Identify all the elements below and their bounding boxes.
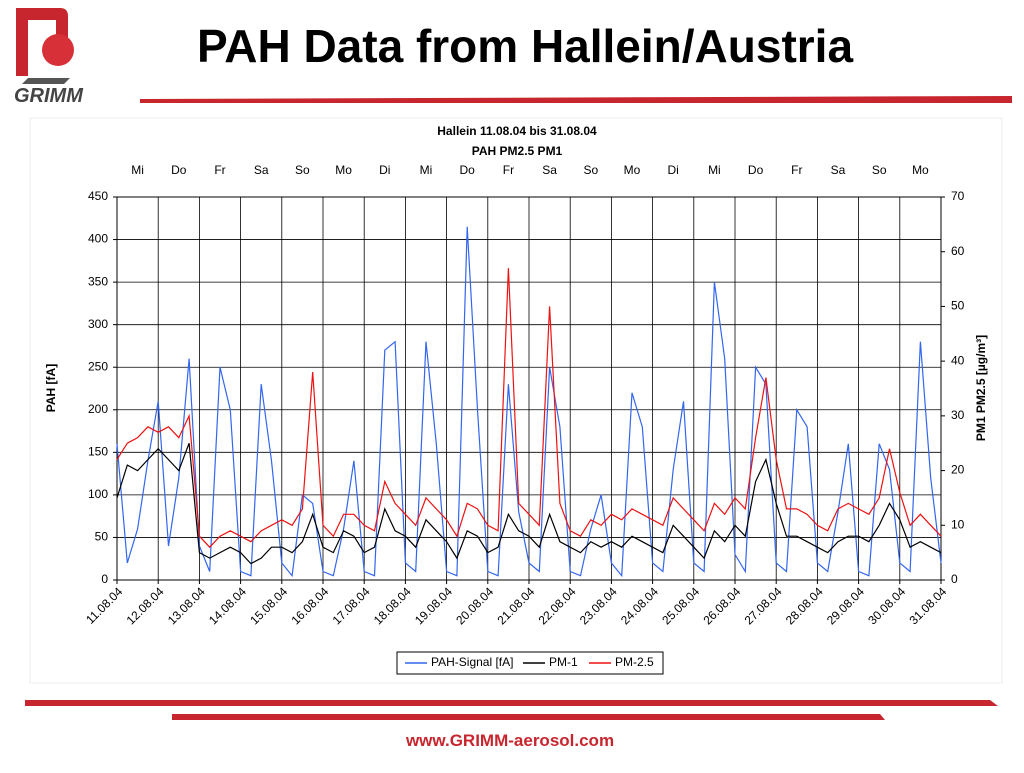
footer-rule — [25, 700, 998, 706]
weekday-label: Mi — [131, 163, 144, 177]
y2-tick-label: 10 — [951, 517, 965, 531]
weekday-label: Di — [379, 163, 390, 177]
y-tick-label: 300 — [88, 317, 108, 331]
footer-url: www.GRIMM-aerosol.com — [405, 731, 614, 750]
legend-label: PAH-Signal [fA] — [431, 655, 513, 669]
weekday-label: Di — [668, 163, 679, 177]
weekday-label: Mi — [708, 163, 721, 177]
y-tick-label: 350 — [88, 274, 108, 288]
y-tick-label: 100 — [88, 487, 108, 501]
series-line — [116, 442, 942, 565]
logo-text: GRIMM — [14, 85, 84, 107]
series-line — [116, 226, 942, 578]
weekday-label: Fr — [503, 163, 514, 177]
y2-tick-label: 60 — [951, 244, 965, 258]
weekday-label: Fr — [791, 163, 802, 177]
title-rule — [140, 96, 1012, 103]
weekday-label: So — [583, 163, 598, 177]
weekday-label: Mi — [420, 163, 433, 177]
y-tick-label: 200 — [88, 402, 108, 416]
y-tick-label: 400 — [88, 232, 108, 246]
weekday-label: Mo — [912, 163, 929, 177]
chart-title: Hallein 11.08.04 bis 31.08.04 — [437, 124, 597, 138]
weekday-label: So — [295, 163, 310, 177]
weekday-label: Sa — [254, 163, 269, 177]
y-tick-label: 150 — [88, 445, 108, 459]
y2-axis-label: PM1 PM2.5 [µg/m³] — [974, 335, 988, 441]
slide-title: PAH Data from Hallein/Austria — [197, 20, 853, 72]
y-tick-label: 0 — [101, 572, 108, 586]
logo-base — [22, 78, 70, 84]
weekday-label: Mo — [624, 163, 641, 177]
weekday-label: Do — [748, 163, 764, 177]
weekday-label: So — [872, 163, 887, 177]
y2-tick-label: 70 — [951, 189, 965, 203]
weekday-label: Sa — [831, 163, 846, 177]
weekday-label: Mo — [335, 163, 352, 177]
weekday-label: Do — [460, 163, 476, 177]
logo-ball — [42, 34, 74, 66]
y-tick-label: 450 — [88, 189, 108, 203]
y-axis-label: PAH [fA] — [44, 364, 58, 412]
y2-tick-label: 20 — [951, 463, 965, 477]
y-tick-label: 250 — [88, 359, 108, 373]
weekday-label: Do — [171, 163, 187, 177]
legend-label: PM-2.5 — [615, 655, 654, 669]
legend-label: PM-1 — [549, 655, 578, 669]
weekday-label: Sa — [542, 163, 557, 177]
series-line — [116, 268, 942, 549]
y2-tick-label: 50 — [951, 299, 965, 313]
logo: GRIMM — [14, 8, 84, 107]
y2-tick-label: 30 — [951, 408, 965, 422]
y-tick-label: 50 — [95, 530, 109, 544]
footer-rule — [172, 714, 885, 720]
y2-tick-label: 40 — [951, 353, 965, 367]
chart-subtitle: PAH PM2.5 PM1 — [472, 144, 563, 158]
weekday-label: Fr — [214, 163, 225, 177]
y2-tick-label: 0 — [951, 572, 958, 586]
